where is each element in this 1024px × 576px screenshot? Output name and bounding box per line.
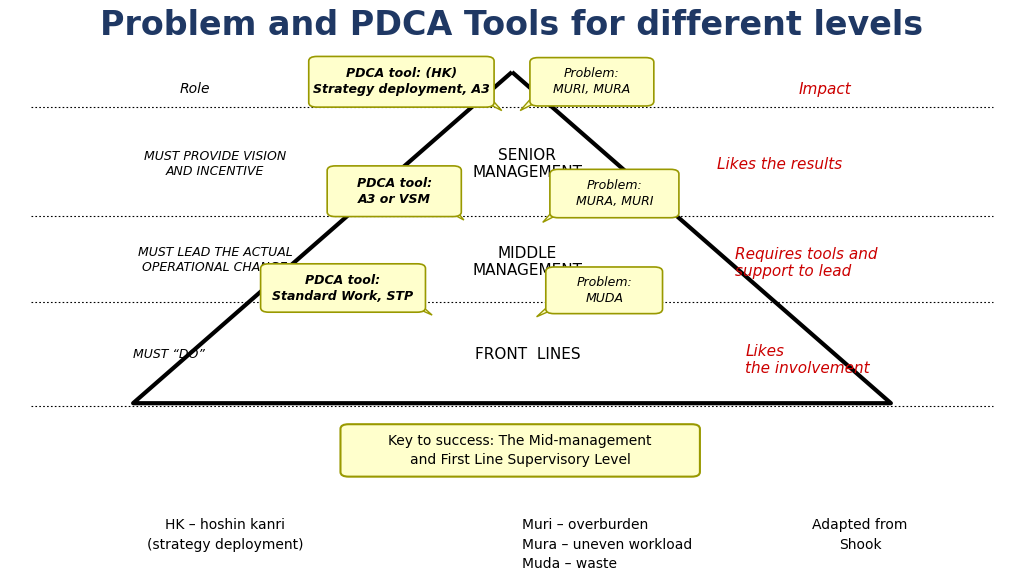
Text: SENIOR
MANAGEMENT: SENIOR MANAGEMENT — [472, 148, 583, 180]
FancyBboxPatch shape — [340, 424, 700, 477]
Polygon shape — [408, 304, 432, 315]
Text: PDCA tool:
Standard Work, STP: PDCA tool: Standard Work, STP — [272, 274, 414, 302]
Text: Adapted from
Shook: Adapted from Shook — [812, 518, 908, 552]
Text: Role: Role — [179, 82, 210, 96]
Text: Problem and PDCA Tools for different levels: Problem and PDCA Tools for different lev… — [100, 9, 924, 43]
Text: Impact: Impact — [799, 82, 852, 97]
Text: FRONT  LINES: FRONT LINES — [474, 347, 581, 362]
Text: Problem:
MURA, MURI: Problem: MURA, MURI — [575, 179, 653, 208]
FancyBboxPatch shape — [309, 56, 494, 107]
Text: MUST PROVIDE VISION
AND INCENTIVE: MUST PROVIDE VISION AND INCENTIVE — [144, 150, 286, 178]
Text: Requires tools and
support to lead: Requires tools and support to lead — [735, 247, 878, 279]
Polygon shape — [543, 211, 565, 222]
FancyBboxPatch shape — [550, 169, 679, 218]
Polygon shape — [537, 306, 560, 317]
Text: PDCA tool: (HK)
Strategy deployment, A3: PDCA tool: (HK) Strategy deployment, A3 — [313, 67, 489, 96]
Polygon shape — [442, 209, 464, 220]
Text: Muri – overburden
Mura – uneven workload
Muda – waste: Muri – overburden Mura – uneven workload… — [522, 518, 692, 571]
Text: MIDDLE
MANAGEMENT: MIDDLE MANAGEMENT — [472, 246, 583, 278]
Text: MUST LEAD THE ACTUAL
OPERATIONAL CHANGE: MUST LEAD THE ACTUAL OPERATIONAL CHANGE — [137, 247, 293, 274]
Text: PDCA tool:
A3 or VSM: PDCA tool: A3 or VSM — [356, 177, 432, 206]
FancyBboxPatch shape — [530, 58, 653, 106]
Text: Key to success: The Mid-management
and First Line Supervisory Level: Key to success: The Mid-management and F… — [388, 434, 652, 467]
FancyBboxPatch shape — [260, 264, 426, 312]
FancyBboxPatch shape — [546, 267, 663, 313]
Text: Likes the results: Likes the results — [717, 157, 842, 172]
Text: MUST “DO”: MUST “DO” — [133, 348, 205, 361]
Text: Problem:
MUDA: Problem: MUDA — [577, 276, 632, 305]
Text: HK – hoshin kanri
(strategy deployment): HK – hoshin kanri (strategy deployment) — [147, 518, 303, 552]
Polygon shape — [479, 99, 502, 111]
Polygon shape — [520, 99, 543, 111]
FancyBboxPatch shape — [328, 166, 461, 217]
Text: Likes
the involvement: Likes the involvement — [745, 344, 870, 376]
Text: Problem:
MURI, MURA: Problem: MURI, MURA — [553, 67, 631, 96]
